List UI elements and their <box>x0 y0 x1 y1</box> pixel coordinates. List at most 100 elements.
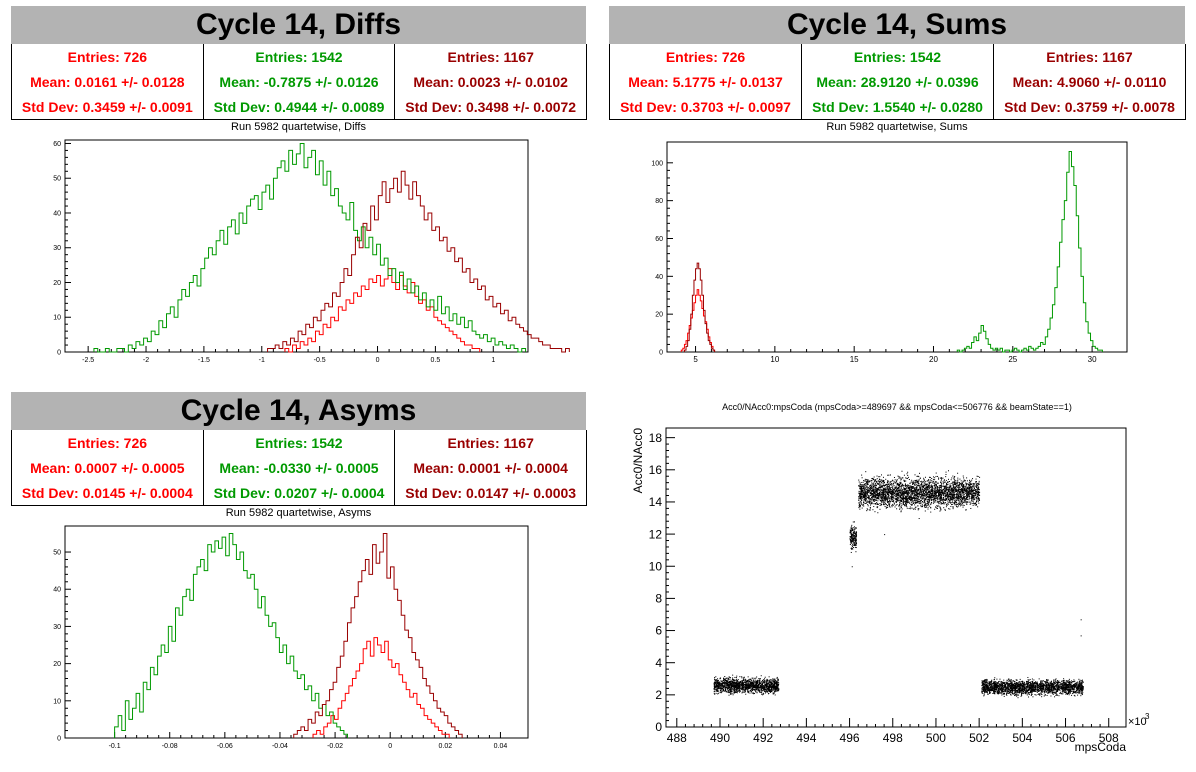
scatter-point <box>931 480 933 482</box>
scatter-point <box>753 686 755 688</box>
scatter-point <box>936 490 938 492</box>
scatter-point <box>891 496 893 498</box>
scatter-point <box>882 500 884 502</box>
scatter-point <box>741 684 743 686</box>
scatter-point <box>912 490 914 492</box>
scatter-point <box>920 491 922 493</box>
scatter-point <box>896 500 898 502</box>
scatter-point <box>729 691 731 693</box>
scatter-point <box>718 681 720 683</box>
scatter-point <box>977 493 979 495</box>
scatter-point <box>960 492 962 494</box>
scatter-point <box>718 687 720 689</box>
scatter-point <box>727 680 729 682</box>
scatter-point <box>950 485 952 487</box>
scatter-point <box>952 493 954 495</box>
scatter-point <box>978 499 980 501</box>
scatter-point <box>720 682 722 684</box>
asyms-ytick-label: 40 <box>53 587 61 594</box>
scatter-point <box>902 488 904 490</box>
scatter-point <box>961 485 963 487</box>
scatter-point <box>920 500 922 502</box>
sums-stats-col-3: Entries: 1167 Mean: 4.9060 +/- 0.0110 St… <box>994 44 1185 119</box>
scatter-point <box>920 506 922 508</box>
scatter-point <box>853 544 855 546</box>
scatter-point <box>730 688 732 690</box>
scatter-point <box>953 489 955 491</box>
scatter-point <box>918 491 920 493</box>
scatter-point <box>948 496 950 498</box>
asyms-std-2: Std Dev: 0.0207 +/- 0.0004 <box>213 484 385 501</box>
scatter-point <box>874 480 876 482</box>
scatter-point <box>919 477 921 479</box>
scatter-point <box>887 481 889 483</box>
scatter-point <box>714 680 716 682</box>
scatter-point <box>952 498 954 500</box>
scatter-point <box>926 480 928 482</box>
scatter-point <box>768 686 770 688</box>
scatter-point <box>885 498 887 500</box>
scatter-point <box>954 486 956 488</box>
scatter-point <box>860 497 862 499</box>
scatter-point <box>751 680 753 682</box>
scatter-point <box>960 480 962 482</box>
scatter-point <box>745 687 747 689</box>
scatter-point <box>941 478 943 480</box>
scatter-point <box>866 482 868 484</box>
scatter-point <box>917 501 919 503</box>
scatter-point <box>962 499 964 501</box>
scatter-point <box>772 686 774 688</box>
scatter-point <box>893 497 895 499</box>
scatter-point <box>748 679 750 681</box>
scatter-point <box>905 477 907 479</box>
scatter-point <box>869 488 871 490</box>
scatter-point <box>732 679 734 681</box>
scatter-point <box>750 690 752 692</box>
scatter-point <box>878 498 880 500</box>
scatter-point <box>756 682 758 684</box>
scatter-point <box>766 682 768 684</box>
asyms-stats-col-1: Entries: 726 Mean: 0.0007 +/- 0.0005 Std… <box>12 430 204 505</box>
scatter-point <box>859 501 861 503</box>
scatter-point <box>901 491 903 493</box>
scatter-point <box>959 501 961 503</box>
scatter-point <box>973 486 975 488</box>
scatter-point <box>759 683 761 685</box>
scatter-point <box>893 482 895 484</box>
scatter-point <box>904 491 906 493</box>
scatter-point <box>908 486 910 488</box>
scatter-point <box>776 688 778 690</box>
scatter-point <box>736 690 738 692</box>
scatter-point <box>900 499 902 501</box>
scatter-point <box>854 533 856 535</box>
scatter-point <box>863 483 865 485</box>
scatter-point <box>899 508 901 510</box>
scatter-point <box>745 691 747 693</box>
scatter-point <box>734 689 736 691</box>
scatter-point <box>726 683 728 685</box>
scatter-point <box>849 531 851 533</box>
scatter-point <box>760 686 762 688</box>
scatter-point <box>860 495 862 497</box>
scatter-point <box>955 490 957 492</box>
scatter-point <box>749 685 751 687</box>
scatter-point <box>924 504 926 506</box>
scatter-point <box>951 482 953 484</box>
scatter-point <box>865 487 867 489</box>
scatter-point <box>737 681 739 683</box>
scatter-point <box>922 494 924 496</box>
scatter-point <box>932 480 934 482</box>
scatter-point <box>916 497 918 499</box>
scatter-point <box>894 491 896 493</box>
scatter-point <box>896 479 898 481</box>
scatter-point <box>766 684 768 686</box>
scatter-point <box>945 496 947 498</box>
scatter-point <box>891 498 893 500</box>
scatter-point <box>936 495 938 497</box>
scatter-point <box>888 499 890 501</box>
scatter-point <box>950 489 952 491</box>
scatter-point <box>968 497 970 499</box>
scatter-point <box>902 485 904 487</box>
scatter-point <box>892 491 894 493</box>
scatter-point <box>878 486 880 488</box>
